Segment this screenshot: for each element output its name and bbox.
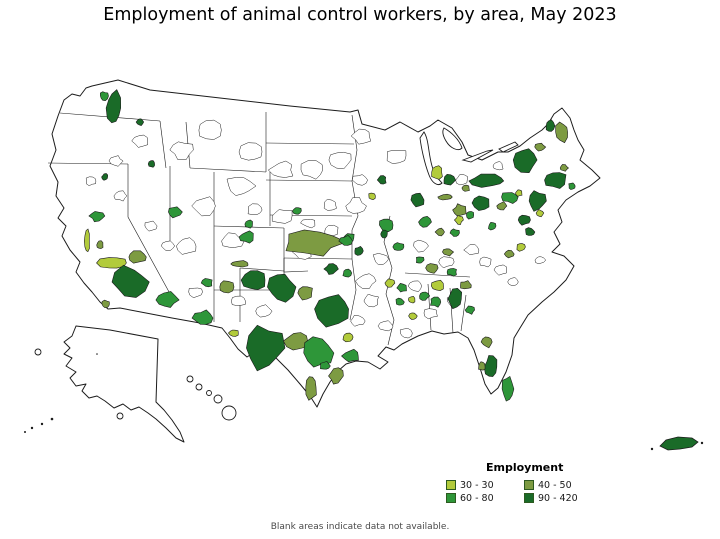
map-insets: [24, 348, 704, 451]
legend-swatch-90-420: [524, 493, 534, 503]
map-area-texture: [85, 119, 547, 339]
legend-swatch-40-50: [524, 480, 534, 490]
map-note: Blank areas indicate data not available.: [270, 522, 450, 532]
legend-label-30-30: 30 - 30: [460, 479, 494, 491]
map-colored-areas: [83, 89, 576, 402]
legend-label-40-50: 40 - 50: [538, 479, 572, 491]
legend-label-90-420: 90 - 420: [538, 492, 578, 504]
page-title: Employment of animal control workers, by…: [103, 5, 617, 25]
map-legend: Employment 30 - 30 40 - 50 60 - 80 90 - …: [446, 461, 646, 504]
legend-swatch-60-80: [446, 493, 456, 503]
legend-title: Employment: [486, 461, 564, 474]
legend-item-60-80: 60 - 80: [446, 492, 524, 504]
legend-grid: 30 - 30 40 - 50 60 - 80 90 - 420: [446, 479, 646, 504]
legend-item-90-420: 90 - 420: [524, 492, 646, 504]
legend-item-30-30: 30 - 30: [446, 479, 524, 491]
legend-label-60-80: 60 - 80: [460, 492, 494, 504]
legend-item-40-50: 40 - 50: [524, 479, 646, 491]
legend-swatch-30-30: [446, 480, 456, 490]
